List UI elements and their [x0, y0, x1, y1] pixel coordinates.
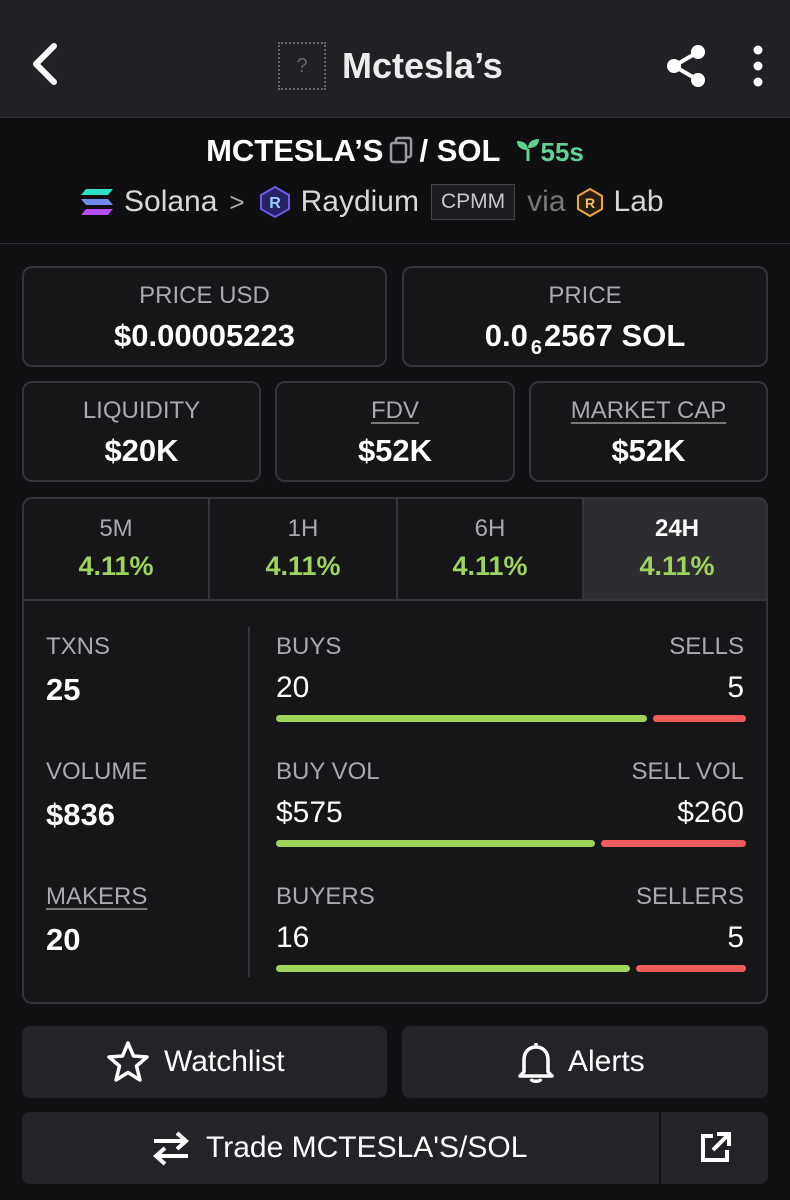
- page-title: Mctesla’s: [342, 45, 503, 86]
- alerts-button[interactable]: Alerts: [402, 1026, 768, 1098]
- swap-arrows-icon: [152, 1131, 190, 1166]
- price-change: 4.11%: [452, 551, 528, 581]
- fdv-value: $52K: [357, 433, 433, 468]
- pair-info-section: [0, 118, 790, 244]
- fdv-label[interactable]: FDV: [371, 397, 419, 424]
- txns-value: 25: [46, 672, 81, 707]
- copy-address-button[interactable]: [389, 136, 413, 172]
- sellers-label: SELLERS: [635, 883, 744, 910]
- price-change: 4.11%: [639, 551, 715, 581]
- buys-label: BUYS: [276, 633, 342, 660]
- makers-label[interactable]: MAKERS: [46, 883, 148, 910]
- buyers-label: BUYERS: [276, 883, 375, 910]
- timeframe-tab-5m[interactable]: 5M 4.11%: [24, 499, 210, 601]
- pair-name: MCTESLA’S / SOL 55s: [0, 133, 790, 172]
- svg-text:R: R: [584, 195, 594, 211]
- chain-dex-line: Solana > R Raydium CPMM via R Lab: [80, 180, 664, 224]
- pool-type-badge: CPMM: [430, 184, 516, 220]
- volume-value: $836: [46, 797, 115, 832]
- trade-label: Trade MCTESLA'S/SOL: [206, 1131, 528, 1164]
- price-native-card: PRICE 0.0 62567 SOL: [402, 266, 768, 367]
- volume-label: VOLUME: [46, 758, 148, 785]
- sells-bar: [653, 715, 746, 722]
- svg-text:R: R: [269, 195, 281, 212]
- timeframe-label: 5M: [99, 515, 133, 542]
- via-label: via: [527, 185, 566, 218]
- makers-value: 20: [46, 922, 81, 957]
- price-usd-label: PRICE USD: [139, 282, 270, 309]
- sell-volume-label: SELL VOL: [631, 758, 744, 785]
- timeframe-label: 24H: [654, 515, 700, 542]
- sell-volume-bar: [601, 840, 746, 847]
- price-native-digits: 2567 SOL: [543, 318, 686, 353]
- watchlist-label: Watchlist: [164, 1045, 285, 1078]
- price-usd-value: $0.00005223: [113, 318, 296, 353]
- price-usd-card: PRICE USD $0.00005223: [22, 266, 387, 367]
- timeframe-label: 1H: [287, 515, 319, 542]
- token-logo-placeholder: ?: [278, 42, 326, 90]
- dex-name[interactable]: Raydium: [300, 185, 419, 218]
- liquidity-card: LIQUIDITY $20K: [22, 381, 261, 482]
- trade-button[interactable]: Trade MCTESLA'S/SOL: [22, 1112, 659, 1184]
- sellers-value: 5: [727, 921, 744, 954]
- more-vertical-icon: [753, 45, 763, 87]
- liquidity-label: LIQUIDITY: [82, 397, 201, 424]
- sell-volume-value: $260: [677, 796, 744, 829]
- buy-volume-label: BUY VOL: [276, 758, 380, 785]
- solana-icon: [81, 189, 113, 215]
- alerts-label: Alerts: [568, 1045, 645, 1078]
- stats-divider: [248, 627, 250, 977]
- market-cap-label[interactable]: MARKET CAP: [570, 397, 727, 424]
- external-link-icon: [701, 1132, 731, 1162]
- launchpad-name[interactable]: Lab: [613, 185, 664, 218]
- sellers-bar: [636, 965, 746, 972]
- stats-panel: 5M 4.11% 1H 4.11% 6H 4.11% 24H 4.11% TXN…: [22, 497, 768, 1004]
- price-change: 4.11%: [265, 551, 341, 581]
- pair-age-badge: 55s: [509, 133, 584, 168]
- back-arrow-icon: [33, 43, 57, 85]
- quote-token-symbol: / SOL: [419, 133, 500, 168]
- buyers-value: 16: [276, 921, 310, 954]
- base-token-symbol: MCTESLA’S: [206, 133, 384, 168]
- sells-value: 5: [727, 671, 744, 704]
- market-cap-value: $52K: [611, 433, 686, 468]
- liquidity-value: $20K: [104, 433, 179, 468]
- price-native-prefix: 0.0: [484, 318, 528, 353]
- lab-icon: R: [576, 187, 603, 217]
- chain-name[interactable]: Solana: [124, 185, 218, 218]
- more-options-button[interactable]: [748, 44, 768, 88]
- pair-age: 55s: [540, 137, 584, 167]
- chevron-right-icon: >: [229, 186, 245, 217]
- sells-label: SELLS: [669, 633, 744, 660]
- buy-volume-value: $575: [276, 796, 343, 829]
- buyers-bar: [276, 965, 630, 972]
- timeframe-tab-6h[interactable]: 6H 4.11%: [398, 499, 584, 601]
- share-icon: [667, 45, 705, 87]
- timeframe-tab-1h[interactable]: 1H 4.11%: [210, 499, 398, 601]
- price-native-value: 0.0 62567 SOL: [404, 318, 766, 360]
- fdv-card[interactable]: FDV $52K: [275, 381, 515, 482]
- buys-bar: [276, 715, 647, 722]
- price-native-zero-count: 6: [530, 337, 542, 359]
- copy-icon: [390, 136, 413, 164]
- timeframe-tab-24h[interactable]: 24H 4.11%: [584, 499, 766, 601]
- share-button[interactable]: [664, 42, 708, 90]
- price-change: 4.11%: [78, 551, 154, 581]
- top-app-bar: ? Mctesla’s: [0, 0, 790, 118]
- timeframe-label: 6H: [474, 515, 506, 542]
- raydium-icon: R: [259, 185, 290, 219]
- back-button[interactable]: [28, 38, 64, 90]
- watchlist-button[interactable]: Watchlist: [22, 1026, 387, 1098]
- sprout-icon: [516, 139, 539, 161]
- title-group: ? Mctesla’s: [278, 40, 503, 92]
- market-cap-card[interactable]: MARKET CAP $52K: [529, 381, 768, 482]
- buy-volume-bar: [276, 840, 595, 847]
- bell-icon: [518, 1043, 554, 1083]
- txns-label: TXNS: [46, 633, 111, 660]
- open-external-button[interactable]: [661, 1112, 768, 1184]
- price-native-label: PRICE: [548, 282, 622, 309]
- buys-value: 20: [276, 671, 310, 704]
- star-icon: [107, 1041, 149, 1082]
